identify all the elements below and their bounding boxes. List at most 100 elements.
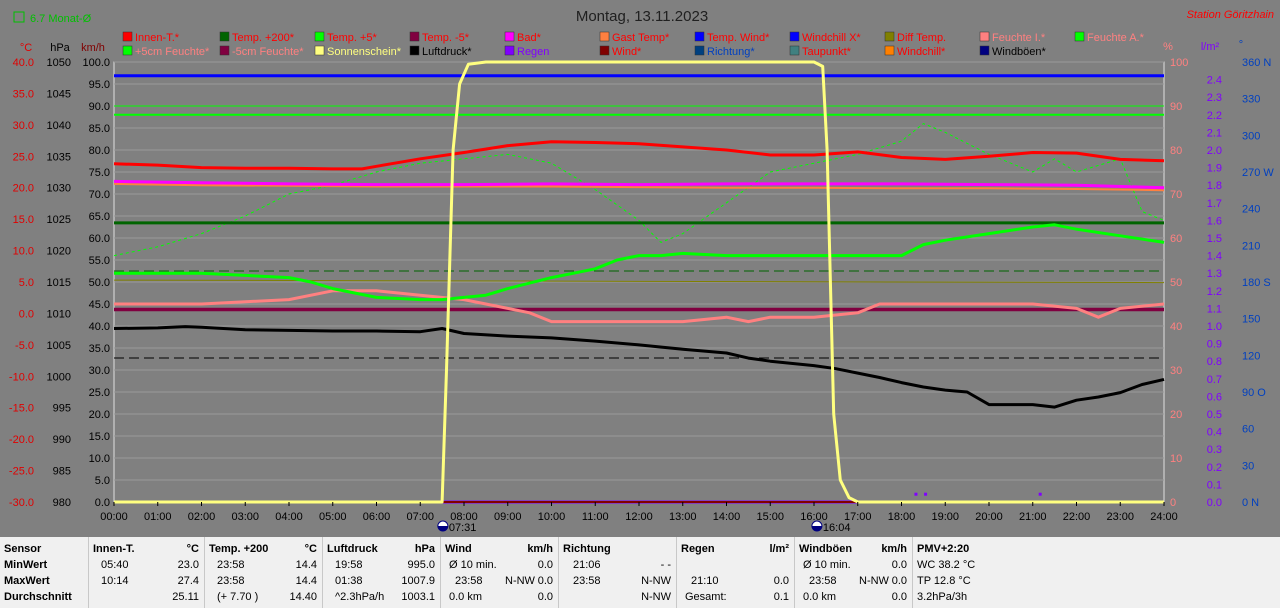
stats-wind-max: 0.0: [537, 575, 553, 587]
legend-item[interactable]: Windböen*: [979, 45, 1047, 58]
stats-temp200-max: 14.4: [295, 575, 317, 587]
series-bad: [113, 179, 1165, 190]
legend-swatch: [789, 31, 800, 42]
sunset-marker: 16:04: [811, 520, 850, 534]
hum-tick-label: 90: [1170, 101, 1182, 113]
hum-tick-label: 20: [1170, 409, 1182, 421]
press-tick-label: 1045: [47, 88, 71, 100]
temp-tick-label: -25.0: [9, 466, 34, 478]
stats-druck-unit: hPa: [414, 543, 435, 555]
x-tick-label: 21:00: [1019, 511, 1047, 523]
legend-item[interactable]: Windchill*: [884, 45, 946, 58]
stats-boeen-avg-note: 0.0 km: [803, 591, 837, 603]
legend-item[interactable]: Regen: [504, 45, 549, 58]
press-tick-label: 1015: [47, 277, 71, 289]
rain-tick-label: 1.8: [1207, 180, 1222, 192]
hum-tick-label: 40: [1170, 321, 1182, 333]
legend-swatch: [219, 31, 230, 42]
stats-regen-max: 0.0: [773, 575, 789, 587]
stats-richtung: Richtung 21:06 - - 23:58 N-NW N-NW: [558, 537, 677, 608]
x-tick-label: 18:00: [888, 511, 916, 523]
legend-swatch: [504, 31, 515, 42]
legend-item[interactable]: Windchill X*: [789, 31, 861, 44]
press-tick-label: 1025: [47, 214, 71, 226]
rain-tick-label: 2.2: [1207, 110, 1222, 122]
legend-swatch: [409, 45, 420, 56]
stats-boeen-min-note: Ø 10 min.: [803, 559, 851, 571]
x-tick-label: 06:00: [363, 511, 391, 523]
stats-regen-title: Regen: [681, 543, 715, 555]
stats-boeen-max-dir: N-NW: [859, 575, 889, 587]
stats-innen-min-time: 05:40: [101, 559, 129, 571]
legend-item[interactable]: Taupunkt*: [789, 45, 852, 58]
stats-richtung-min-time: 21:06: [573, 559, 601, 571]
legend-item[interactable]: Feuchte A.*: [1074, 31, 1145, 44]
rain-tick-label: 1.2: [1207, 286, 1222, 298]
legend-swatch: [884, 45, 895, 56]
stats-temp200-avg-note: (+ 7.70 ): [217, 591, 259, 603]
rain-tick-label: 1.1: [1207, 303, 1222, 315]
legend-item[interactable]: Sonnenschein*: [314, 45, 402, 58]
legend-item[interactable]: Temp. +5*: [314, 31, 378, 44]
hum-tick-label: 60: [1170, 233, 1182, 245]
monthly-average-checkbox[interactable]: [13, 11, 25, 23]
legend-item[interactable]: Luftdruck*: [409, 45, 472, 58]
speed-tick-label: 0.0: [95, 497, 110, 509]
legend-item[interactable]: Feuchte I.*: [979, 31, 1046, 44]
stats-innen: Innen-T. °C 05:40 23.0 10:14 27.4 25.11: [88, 537, 205, 608]
rain-tick-label: 0.1: [1207, 479, 1222, 491]
stats-temp200-title: Temp. +200: [209, 543, 269, 555]
stats-temp200-avg: 14.40: [289, 591, 317, 603]
rain-tick-label: 1.7: [1207, 198, 1222, 210]
stats-wind-max-time: 23:58: [455, 575, 483, 587]
press-tick-label: 1010: [47, 308, 71, 320]
legend-item[interactable]: Diff Temp.: [884, 31, 946, 44]
series-sonne: [114, 60, 1164, 504]
legend-swatch: [1074, 31, 1085, 42]
legend-item[interactable]: Gast Temp*: [599, 31, 670, 44]
chart-title: Montag, 13.11.2023: [576, 8, 708, 25]
x-tick-label: 05:00: [319, 511, 347, 523]
stats-pmv-max: TP 12.8 °C: [917, 575, 971, 587]
stats-wind-title: Wind: [445, 543, 472, 555]
temp-tick-label: -5.0: [15, 340, 34, 352]
x-tick-label: 03:00: [231, 511, 259, 523]
legend-item[interactable]: Temp. +200*: [219, 31, 295, 44]
stats-innen-avg: 25.11: [172, 591, 199, 603]
x-tick-label: 08:00: [450, 511, 478, 523]
legend-label: Windchill*: [897, 46, 946, 58]
legend-swatch: [884, 31, 895, 42]
legend-item[interactable]: Temp. Wind*: [694, 31, 770, 44]
stats-druck-max: 1007.9: [401, 575, 435, 587]
x-tick-label: 15:00: [756, 511, 784, 523]
legend-label: +5cm Feuchte*: [135, 46, 210, 58]
stats-innen-unit: °C: [186, 543, 199, 555]
press-tick-label: 1035: [47, 151, 71, 163]
stats-regen-max-time: 21:10: [691, 575, 719, 587]
x-tick-label: 04:00: [275, 511, 303, 523]
stats-pmv: PMV+2:20 WC 38.2 °C TP 12.8 °C 3.2hPa/3h: [912, 537, 1033, 608]
legend-item[interactable]: Richtung*: [694, 45, 755, 58]
legend-label: -5cm Feuchte*: [232, 46, 304, 58]
legend-swatch: [599, 31, 610, 42]
dir-unit: °: [1239, 39, 1243, 51]
legend-item[interactable]: Innen-T.*: [122, 31, 180, 44]
legend-item[interactable]: Temp. -5*: [409, 31, 470, 44]
legend-swatch: [694, 31, 705, 42]
legend-item[interactable]: -5cm Feuchte*: [219, 45, 304, 58]
legend-item[interactable]: +5cm Feuchte*: [122, 45, 210, 58]
dir-tick-label: 210: [1242, 240, 1260, 252]
legend-swatch: [122, 31, 133, 42]
rain-tick-label: 1.6: [1207, 215, 1222, 227]
stats-boeen-avg: 0.0: [891, 591, 907, 603]
rain-tick-label: 0.9: [1207, 339, 1222, 351]
legend-item[interactable]: Wind*: [599, 45, 642, 58]
legend-swatch: [504, 45, 515, 56]
statistics-panel: Sensor MinWert MaxWert Durchschnitt Inne…: [0, 537, 1280, 608]
sunrise-marker: 07:31: [437, 520, 476, 534]
legend-item[interactable]: Bad*: [504, 31, 542, 44]
stats-richtung-max: N-NW: [641, 575, 671, 587]
stats-richtung-min: - -: [660, 559, 671, 571]
legend-swatch: [219, 45, 230, 56]
rain-tick-label: 0.8: [1207, 356, 1222, 368]
